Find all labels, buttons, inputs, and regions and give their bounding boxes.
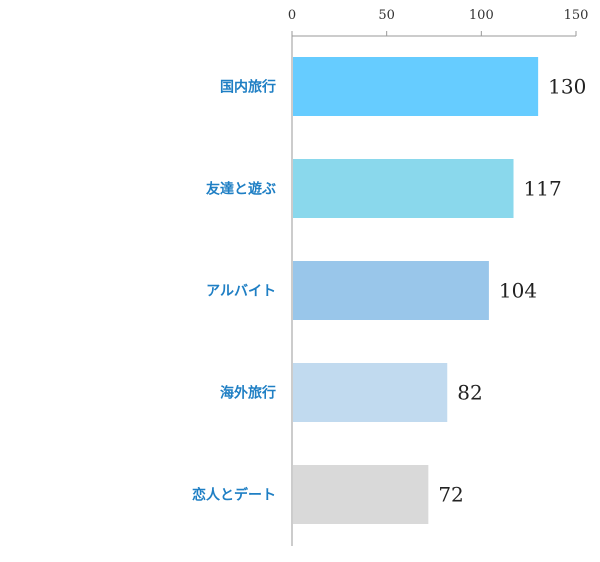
x-tick-label: 100 xyxy=(469,8,494,23)
x-axis: 0 50 100 150 xyxy=(288,8,589,546)
category-label: アルバイト xyxy=(206,284,276,300)
data-label: 104 xyxy=(499,279,537,303)
data-label: 117 xyxy=(524,177,562,201)
bars xyxy=(293,57,539,524)
bar xyxy=(293,261,489,320)
bar xyxy=(293,159,514,218)
data-label: 72 xyxy=(438,483,463,507)
labels: 国内旅行 130 友達と遊ぶ 117 アルバイト 104 海外旅行 82 恋人とデート 72 xyxy=(192,75,586,507)
bar xyxy=(293,57,539,116)
category-label: 恋人とデート xyxy=(192,487,276,504)
x-tick-label: 0 xyxy=(288,8,296,23)
category-label: 友達と遊ぶ xyxy=(206,181,276,198)
bar xyxy=(293,363,448,422)
data-label: 130 xyxy=(548,75,586,99)
category-label: 国内旅行 xyxy=(220,79,276,96)
data-label: 82 xyxy=(457,381,482,405)
x-tick-label: 150 xyxy=(564,8,589,23)
category-label: 海外旅行 xyxy=(220,385,276,402)
x-tick-label: 50 xyxy=(378,8,395,23)
bar xyxy=(293,465,429,524)
